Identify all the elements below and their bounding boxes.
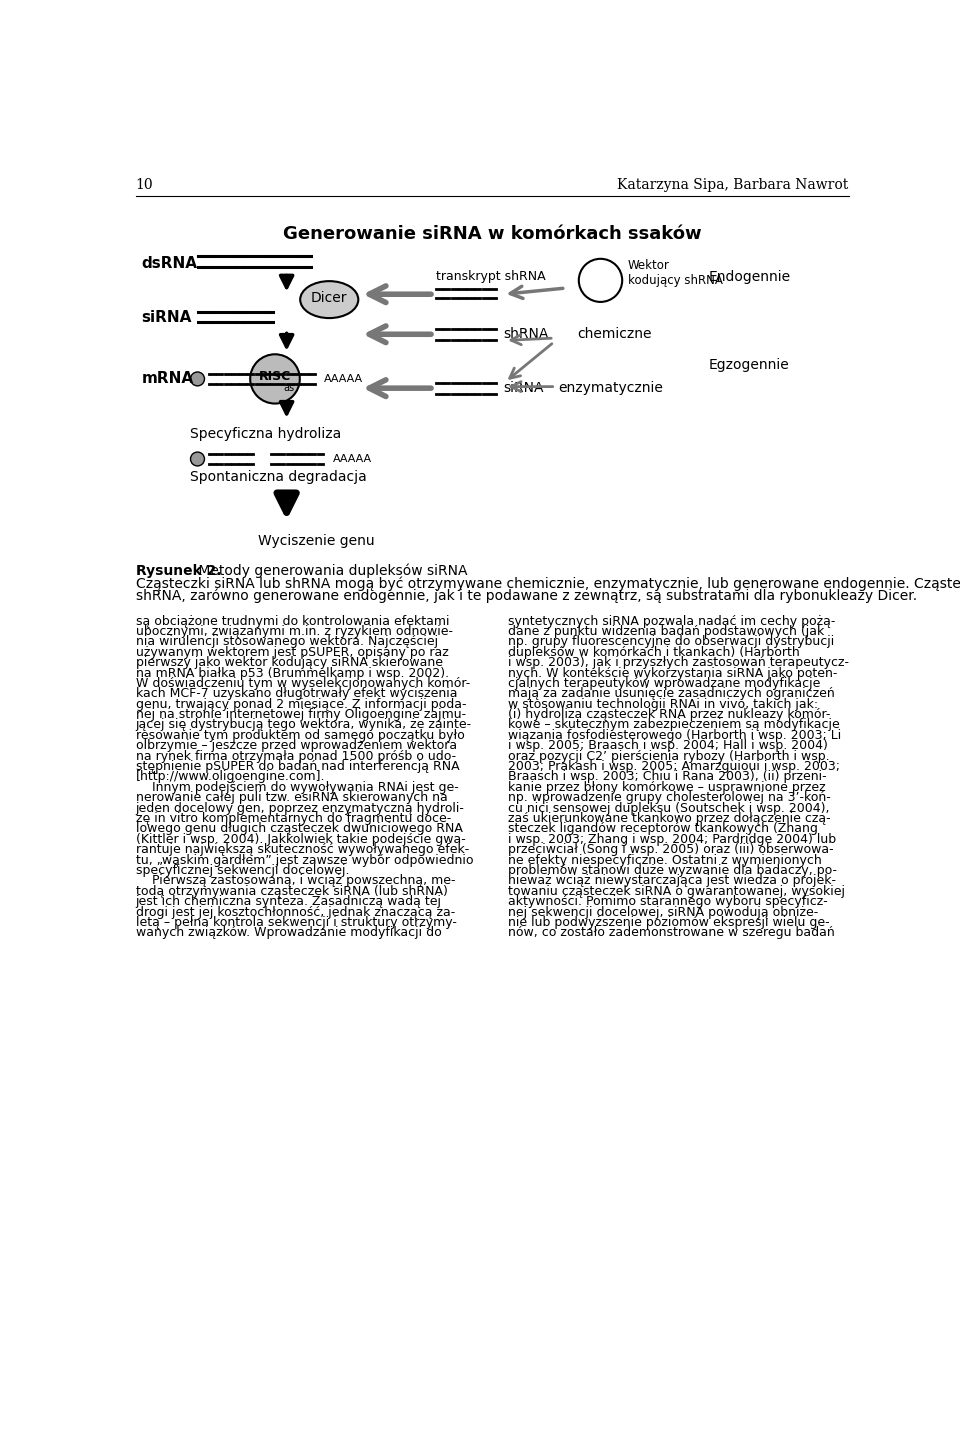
Text: kanie przez błony komórkowe – usprawnione przez: kanie przez błony komórkowe – usprawnion… — [508, 781, 826, 794]
Text: shRNA, zarówno generowane endogennie, jak i te podawane z zewnątrz, są substrata: shRNA, zarówno generowane endogennie, ja… — [135, 588, 917, 603]
Text: zę in vitro komplementarnych do fragmentu doce-: zę in vitro komplementarnych do fragment… — [135, 812, 451, 825]
Text: Egzogennie: Egzogennie — [709, 358, 790, 372]
Text: aktywności. Pomimo starannego wyboru specyficz-: aktywności. Pomimo starannego wyboru spe… — [508, 896, 828, 909]
Text: chemiczne: chemiczne — [577, 328, 652, 341]
Text: na rynek firma otrzymała ponad 1500 próśb o udo-: na rynek firma otrzymała ponad 1500 próś… — [135, 749, 456, 762]
Text: siRNA: siRNA — [504, 381, 544, 395]
Text: (i) hydroliza cząsteczek RNA przez nukleazy komór-: (i) hydroliza cząsteczek RNA przez nukle… — [508, 707, 829, 720]
Text: używanym wektorem jest pSUPER, opisany po raz: używanym wektorem jest pSUPER, opisany p… — [135, 646, 448, 659]
Text: cu nici sensowej dupleksu (Soutschek i wsp. 2004),: cu nici sensowej dupleksu (Soutschek i w… — [508, 801, 829, 815]
Text: nia wirulencji stosowanego wektora. Najczęściej: nia wirulencji stosowanego wektora. Najc… — [135, 636, 438, 649]
Text: zaś ukierunkowane tkankowo przez dołączenie czą-: zaś ukierunkowane tkankowo przez dołącze… — [508, 812, 830, 825]
Text: stępnienie pSUPER do badań nad interferencją RNA: stępnienie pSUPER do badań nad interfere… — [135, 761, 459, 774]
Text: i wsp. 2005; Braasch i wsp. 2004; Hall i wsp. 2004): i wsp. 2005; Braasch i wsp. 2004; Hall i… — [508, 739, 828, 752]
Text: Innym podejściem do wywoływania RNAi jest ge-: Innym podejściem do wywoływania RNAi jes… — [135, 781, 458, 794]
Circle shape — [190, 372, 204, 385]
Circle shape — [251, 354, 300, 404]
Text: as: as — [283, 383, 295, 393]
Text: nych. W kontekście wykorzystania siRNA jako poten-: nych. W kontekście wykorzystania siRNA j… — [508, 667, 837, 680]
Text: ubocznymi, związanymi m.in. z ryzykiem odnowie-: ubocznymi, związanymi m.in. z ryzykiem o… — [135, 626, 452, 638]
Text: nie lub podwyższenie poziomów ekspresji wielu ge-: nie lub podwyższenie poziomów ekspresji … — [508, 916, 829, 929]
Text: rantuje największą skuteczność wywoływanego efek-: rantuje największą skuteczność wywoływan… — [135, 843, 468, 856]
Text: enzymatycznie: enzymatycznie — [558, 381, 662, 395]
Text: lowego genu długich cząsteczek dwuniciowego RNA: lowego genu długich cząsteczek dwuniciow… — [135, 823, 463, 835]
Text: na mRNA białka p53 (Brummelkamp i wsp. 2002).: na mRNA białka p53 (Brummelkamp i wsp. 2… — [135, 667, 448, 680]
Text: i wsp. 2003; Zhang i wsp. 2004; Pardridge 2004) lub: i wsp. 2003; Zhang i wsp. 2004; Pardridg… — [508, 833, 835, 846]
Text: nej na stronie internetowej firmy Oligoengine zajmu-: nej na stronie internetowej firmy Oligoe… — [135, 707, 466, 720]
Text: dane z punktu widzenia badań podstawowych (jak: dane z punktu widzenia badań podstawowyc… — [508, 626, 824, 638]
Text: olbrzymie – jeszcze przed wprowadzeniem wektora: olbrzymie – jeszcze przed wprowadzeniem … — [135, 739, 457, 752]
Text: AAAAA: AAAAA — [333, 454, 372, 464]
Text: syntetycznych siRNA pozwala nadać im cechy pożą-: syntetycznych siRNA pozwala nadać im cec… — [508, 614, 835, 627]
Text: (Kittler i wsp. 2004). Jakkolwiek takie podejście gwa-: (Kittler i wsp. 2004). Jakkolwiek takie … — [135, 833, 466, 846]
Text: [http://www.oligoengine.com].: [http://www.oligoengine.com]. — [135, 771, 325, 784]
Text: nej sekwencji docelowej, siRNA powodują obniże-: nej sekwencji docelowej, siRNA powodują … — [508, 906, 818, 919]
Text: Braasch i wsp. 2003; Chiu i Rana 2003), (ii) przeni-: Braasch i wsp. 2003; Chiu i Rana 2003), … — [508, 771, 827, 784]
Text: letą – pełna kontrola sekwencji i struktury otrzymy-: letą – pełna kontrola sekwencji i strukt… — [135, 916, 456, 929]
Text: Specyficzna hydroliza: Specyficzna hydroliza — [190, 427, 341, 441]
Text: dupleksów w komórkach i tkankach) (Harborth: dupleksów w komórkach i tkankach) (Harbo… — [508, 646, 800, 659]
Text: np. grupy fluorescencyjne do obserwacji dystrybucji: np. grupy fluorescencyjne do obserwacji … — [508, 636, 833, 649]
Text: Generowanie siRNA w komórkach ssaków: Generowanie siRNA w komórkach ssaków — [282, 224, 702, 243]
Text: nów, co zostało zademonstrowane w szeregu badań: nów, co zostało zademonstrowane w szereg… — [508, 926, 834, 939]
Text: Pierwszą zastosowaną, i wciąż powszechną, me-: Pierwszą zastosowaną, i wciąż powszechną… — [135, 874, 455, 887]
Text: i wsp. 2003), jak i przyszłych zastosowań terapeutycz-: i wsp. 2003), jak i przyszłych zastosowa… — [508, 656, 849, 669]
Text: drogi jest jej kosztochłonność, jednak znaczącą za-: drogi jest jej kosztochłonność, jednak z… — [135, 906, 455, 919]
Text: Dicer: Dicer — [311, 290, 348, 305]
Text: genu, trwający ponad 2 miesiące. Z informacji poda-: genu, trwający ponad 2 miesiące. Z infor… — [135, 697, 466, 710]
Text: Rysunek 2.: Rysunek 2. — [135, 564, 221, 578]
Text: resowanie tym produktem od samego początku było: resowanie tym produktem od samego począt… — [135, 729, 465, 742]
Text: steczek ligandów receptorów tkankowych (Zhang: steczek ligandów receptorów tkankowych (… — [508, 823, 817, 835]
Text: np. wprowadzenie grupy cholesterolowej na 3’-koń-: np. wprowadzenie grupy cholesterolowej n… — [508, 791, 830, 804]
Text: W doświadczeniu tym w wyselekcjonowanych komór-: W doświadczeniu tym w wyselekcjonowanych… — [135, 677, 469, 690]
Text: shRNA: shRNA — [504, 328, 549, 341]
Text: Metody generowania dupleksów siRNA: Metody generowania dupleksów siRNA — [194, 564, 468, 578]
Text: 2003; Prakash i wsp. 2005; Amarzguioui i wsp. 2003;: 2003; Prakash i wsp. 2005; Amarzguioui i… — [508, 761, 839, 774]
Text: Wektor
kodujący shRNA: Wektor kodujący shRNA — [628, 259, 723, 286]
Ellipse shape — [300, 282, 358, 318]
Text: kowe – skutecznym zabezpieczeniem są modyfikacje: kowe – skutecznym zabezpieczeniem są mod… — [508, 719, 839, 732]
Text: todą otrzymywania cząsteczek siRNA (lub shRNA): todą otrzymywania cząsteczek siRNA (lub … — [135, 884, 447, 897]
Text: tu, „wąskim gardłem” jest zawsze wybór odpowiednio: tu, „wąskim gardłem” jest zawsze wybór o… — [135, 854, 473, 867]
Text: nerowanie całej puli tzw. esiRNA skierowanych na: nerowanie całej puli tzw. esiRNA skierow… — [135, 791, 447, 804]
Text: ne efekty niespecyficzne. Ostatni z wymienionych: ne efekty niespecyficzne. Ostatni z wymi… — [508, 854, 821, 867]
Text: nieważ wciąż niewystarczająca jest wiedza o projek-: nieważ wciąż niewystarczająca jest wiedz… — [508, 874, 835, 887]
Text: są obciążone trudnymi do kontrolowania efektami: są obciążone trudnymi do kontrolowania e… — [135, 614, 449, 627]
Text: Katarzyna Sipa, Barbara Nawrot: Katarzyna Sipa, Barbara Nawrot — [617, 178, 849, 191]
Text: mają za zadanie usunięcie zasadniczych ograniczeń: mają za zadanie usunięcie zasadniczych o… — [508, 687, 834, 700]
Text: Cząsteczki siRNA lub shRNA mogą być otrzymywane chemicznie, enzymatycznie, lub g: Cząsteczki siRNA lub shRNA mogą być otrz… — [135, 577, 960, 591]
Text: jeden docelowy gen, poprzez enzymatyczną hydroli-: jeden docelowy gen, poprzez enzymatyczną… — [135, 801, 465, 815]
Text: 10: 10 — [135, 178, 154, 191]
Text: transkrypt shRNA: transkrypt shRNA — [436, 270, 546, 283]
Text: pierwszy jako wektor kodujący siRNA skierowane: pierwszy jako wektor kodujący siRNA skie… — [135, 656, 443, 669]
Text: problemów stanowi duże wyzwanie dla badaczy, po-: problemów stanowi duże wyzwanie dla bada… — [508, 864, 836, 877]
Text: AAAAA: AAAAA — [324, 374, 363, 384]
Circle shape — [579, 259, 622, 302]
Text: wanych związków. Wprowadzanie modyfikacji do: wanych związków. Wprowadzanie modyfikacj… — [135, 926, 442, 939]
Text: Spontaniczna degradacja: Spontaniczna degradacja — [190, 470, 367, 483]
Text: przeciwciał (Song i wsp. 2005) oraz (iii) obserwowa-: przeciwciał (Song i wsp. 2005) oraz (iii… — [508, 843, 833, 856]
Text: siRNA: siRNA — [142, 309, 192, 325]
Text: oraz pozycji C2’ pierścienia rybozy (Harborth i wsp.: oraz pozycji C2’ pierścienia rybozy (Har… — [508, 749, 829, 762]
Text: kach MCF-7 uzyskano długotrwały efekt wyciszenia: kach MCF-7 uzyskano długotrwały efekt wy… — [135, 687, 457, 700]
Text: cjalnych terapeutyków wprowadzane modyfikacje: cjalnych terapeutyków wprowadzane modyfi… — [508, 677, 820, 690]
Text: Wyciszenie genu: Wyciszenie genu — [258, 533, 374, 548]
Text: towaniu cząsteczek siRNA o gwarantowanej, wysokiej: towaniu cząsteczek siRNA o gwarantowanej… — [508, 884, 845, 897]
Text: specyficznej sekwencji docelowej.: specyficznej sekwencji docelowej. — [135, 864, 349, 877]
Text: dsRNA: dsRNA — [142, 256, 198, 270]
Text: jest ich chemiczna synteza. Zasadniczą wadą tej: jest ich chemiczna synteza. Zasadniczą w… — [135, 896, 442, 909]
Text: Endogennie: Endogennie — [709, 269, 791, 283]
Text: RISC: RISC — [259, 370, 291, 383]
Text: jącej się dystrybucją tego wektora, wynika, że zainte-: jącej się dystrybucją tego wektora, wyni… — [135, 719, 471, 732]
Text: mRNA: mRNA — [142, 371, 194, 387]
Text: wiązania fosfodiesterowego (Harborth i wsp. 2003; Li: wiązania fosfodiesterowego (Harborth i w… — [508, 729, 841, 742]
Text: w stosowaniu technologii RNAi in vivo, takich jak:: w stosowaniu technologii RNAi in vivo, t… — [508, 697, 818, 710]
Circle shape — [190, 452, 204, 466]
